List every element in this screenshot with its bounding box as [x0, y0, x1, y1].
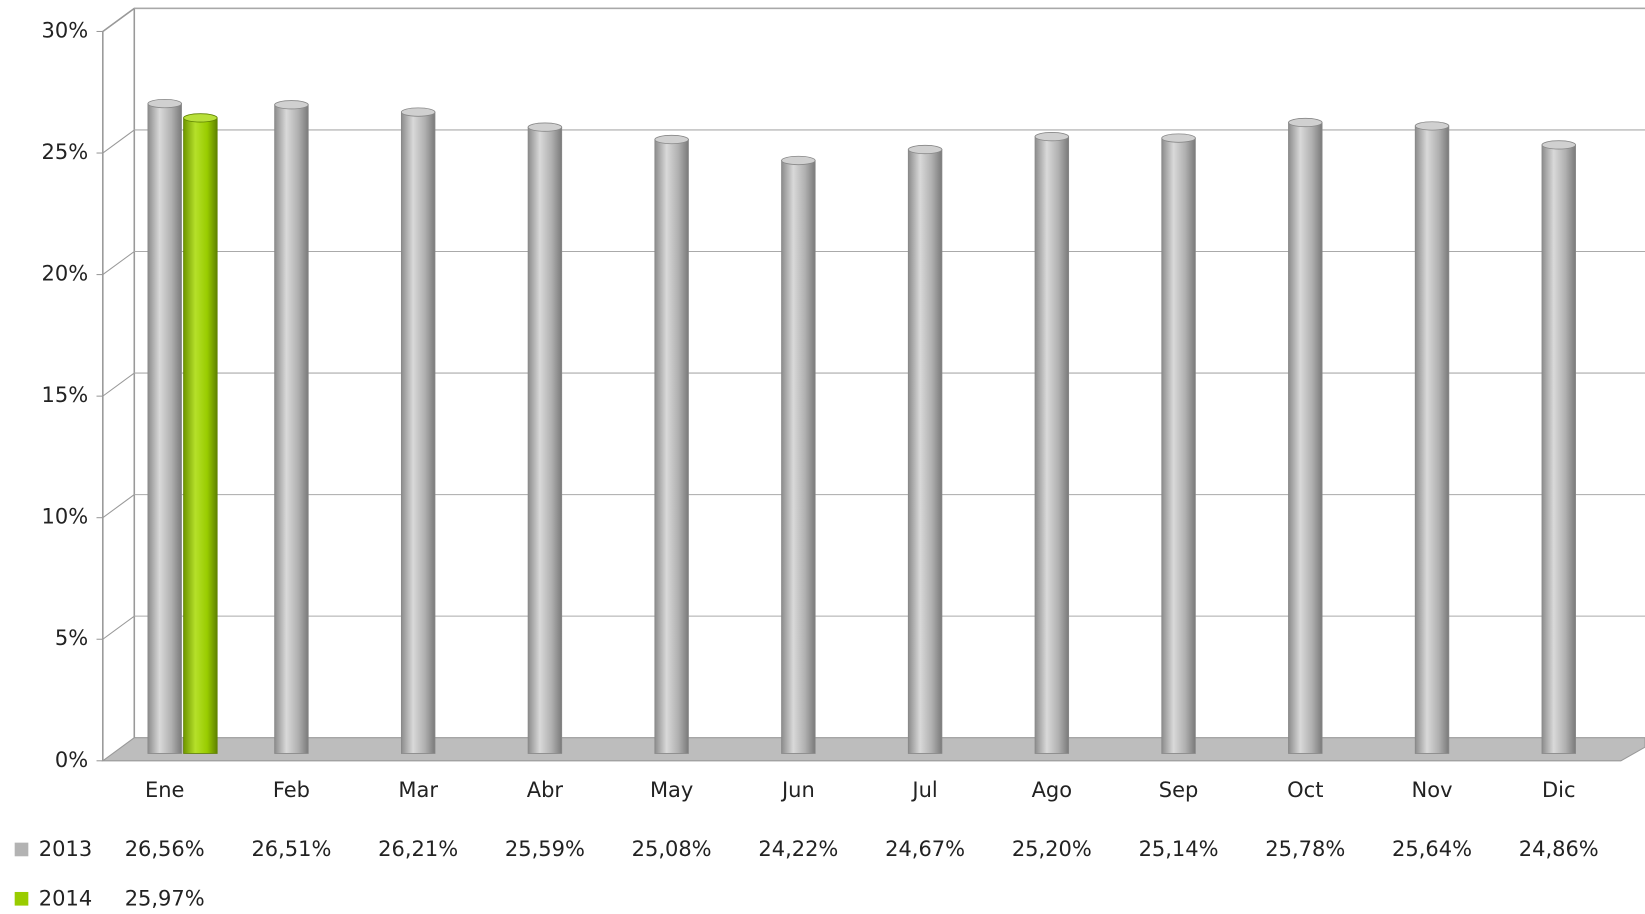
y-tick-label: 0% [55, 748, 88, 772]
bar-top [1288, 117, 1323, 128]
bar-top [147, 98, 182, 109]
grid-line [102, 494, 135, 519]
floor [101, 737, 1645, 762]
y-tick-label: 5% [55, 626, 88, 650]
value-label: 25,64% [1392, 837, 1472, 861]
bar [781, 160, 816, 754]
bar [400, 111, 436, 754]
y-tick-label: 15% [42, 383, 89, 407]
bar [907, 149, 943, 754]
wall-edge [102, 7, 1645, 761]
grid-line [102, 129, 135, 154]
x-tick-label: May [650, 778, 693, 802]
x-tick-label: Mar [398, 778, 438, 802]
bar-top [400, 107, 436, 117]
bar [1034, 136, 1070, 754]
legend-swatch [14, 842, 29, 857]
bar-top [1541, 140, 1576, 150]
y-tick-label: 30% [42, 18, 89, 42]
y-tick-label: 25% [42, 140, 89, 164]
value-label: 25,59% [505, 837, 585, 861]
x-tick-label: Sep [1159, 778, 1199, 802]
value-label: 24,22% [758, 837, 838, 861]
x-tick-label: Dic [1542, 778, 1576, 802]
legend-swatch [14, 891, 29, 906]
value-label: 24,67% [885, 837, 965, 861]
x-tick-label: Nov [1412, 778, 1453, 802]
bar [527, 126, 563, 754]
bar-top [1414, 121, 1450, 131]
bar-top [1034, 132, 1070, 142]
x-tick-label: Abr [527, 778, 564, 802]
value-label: 26,56% [125, 837, 205, 861]
x-tick-label: Ene [145, 778, 184, 802]
bar-top [1161, 133, 1196, 143]
x-tick-label: Feb [273, 778, 310, 802]
grid-line [102, 251, 135, 276]
legend-label: 2013 [39, 837, 92, 861]
bar [1541, 144, 1576, 754]
bar-top [527, 122, 563, 132]
value-label: 26,21% [378, 837, 458, 861]
value-label: 24,86% [1519, 837, 1599, 861]
bar [1161, 137, 1196, 754]
value-label: 25,08% [632, 837, 712, 861]
bar [183, 117, 218, 754]
value-label: 25,20% [1012, 837, 1092, 861]
bar-top [654, 134, 689, 145]
bar [654, 139, 689, 754]
value-label: 25,97% [125, 886, 205, 910]
value-label: 26,51% [251, 837, 331, 861]
value-label: 25,78% [1265, 837, 1345, 861]
grid-line [102, 7, 135, 32]
bar [1414, 125, 1450, 754]
bar-top [183, 113, 218, 123]
y-tick-label: 20% [42, 262, 89, 286]
x-tick-label: Oct [1287, 778, 1323, 802]
grid-line [102, 372, 135, 397]
x-tick-label: Jun [780, 778, 815, 802]
bar [274, 104, 309, 754]
bar-top [781, 155, 816, 166]
x-tick-label: Ago [1032, 778, 1072, 802]
legend-label: 2014 [39, 886, 92, 910]
bar-top [274, 100, 309, 110]
bar [1288, 122, 1323, 754]
value-label: 25,14% [1139, 837, 1219, 861]
bar [147, 103, 182, 754]
y-tick-label: 10% [42, 505, 89, 529]
grid-line [102, 615, 135, 640]
bar-top [907, 144, 943, 155]
x-tick-label: Jul [910, 778, 937, 802]
